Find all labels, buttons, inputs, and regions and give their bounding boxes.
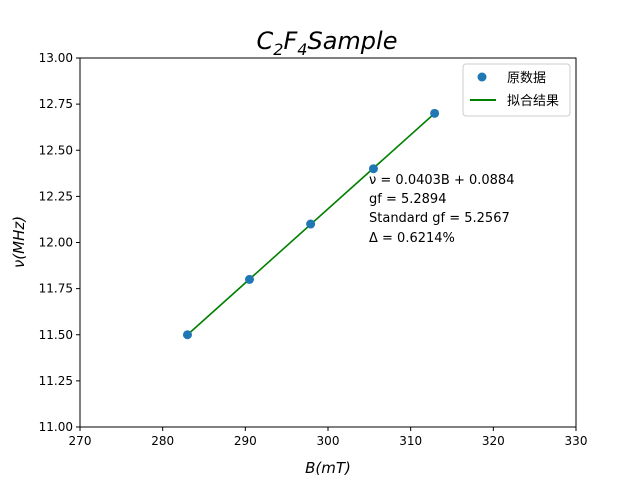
title-sub-4: 4	[297, 40, 307, 59]
x-tick-label: 280	[151, 434, 174, 448]
title-part-c: C	[257, 27, 274, 55]
annotation-delta: Δ = 0.6214%	[369, 231, 455, 246]
x-tick-label: 270	[69, 434, 92, 448]
x-tick-label: 330	[565, 434, 588, 448]
title-sub-2: 2	[273, 40, 283, 59]
legend-box	[462, 63, 571, 117]
y-tick-label: 13.00	[39, 51, 73, 65]
x-tick-label: 320	[482, 434, 505, 448]
data-point	[182, 330, 192, 340]
y-tick-label: 11.75	[39, 282, 73, 296]
data-point	[368, 164, 378, 174]
series-layer	[182, 108, 440, 340]
x-axis-label: B(mT)	[305, 459, 351, 477]
title-part-f: F	[283, 27, 298, 55]
chart-title: C2F4Sample	[257, 27, 398, 59]
fit-annotation: ν = 0.0403B + 0.0884 gf = 5.2894 Standar…	[369, 173, 514, 246]
x-tick-label: 290	[234, 434, 257, 448]
data-point	[244, 274, 254, 284]
y-tick-label: 11.00	[39, 420, 73, 434]
legend-scatter-marker	[477, 72, 487, 82]
data-point	[306, 219, 316, 229]
y-axis: 11.00 11.25 11.50 11.75 12.00 12.25 12.50 12.75…	[39, 51, 80, 434]
legend: 原数据 拟合结果	[462, 63, 571, 117]
y-tick-label: 12.00	[39, 236, 73, 250]
y-tick-label: 11.50	[39, 328, 73, 342]
legend-label-fit-result: 拟合结果	[507, 94, 559, 109]
x-tick-label: 300	[317, 434, 340, 448]
y-tick-label: 11.25	[39, 374, 73, 388]
title-part-sample: Sample	[307, 27, 397, 55]
data-point	[430, 108, 440, 118]
legend-label-raw-data: 原数据	[507, 71, 546, 86]
x-axis: 270 280 290 300 310 320 330	[69, 427, 588, 448]
annotation-fit-equation: ν = 0.0403B + 0.0884	[369, 173, 514, 188]
y-tick-label: 12.75	[39, 97, 73, 111]
y-tick-label: 12.50	[39, 143, 73, 157]
y-axis-label: ν(MHz)	[10, 216, 28, 268]
y-tick-label: 12.25	[39, 189, 73, 203]
annotation-standard-gf: Standard gf = 5.2567	[369, 211, 510, 226]
annotation-gf: gf = 5.2894	[369, 192, 446, 207]
x-tick-label: 310	[399, 434, 422, 448]
